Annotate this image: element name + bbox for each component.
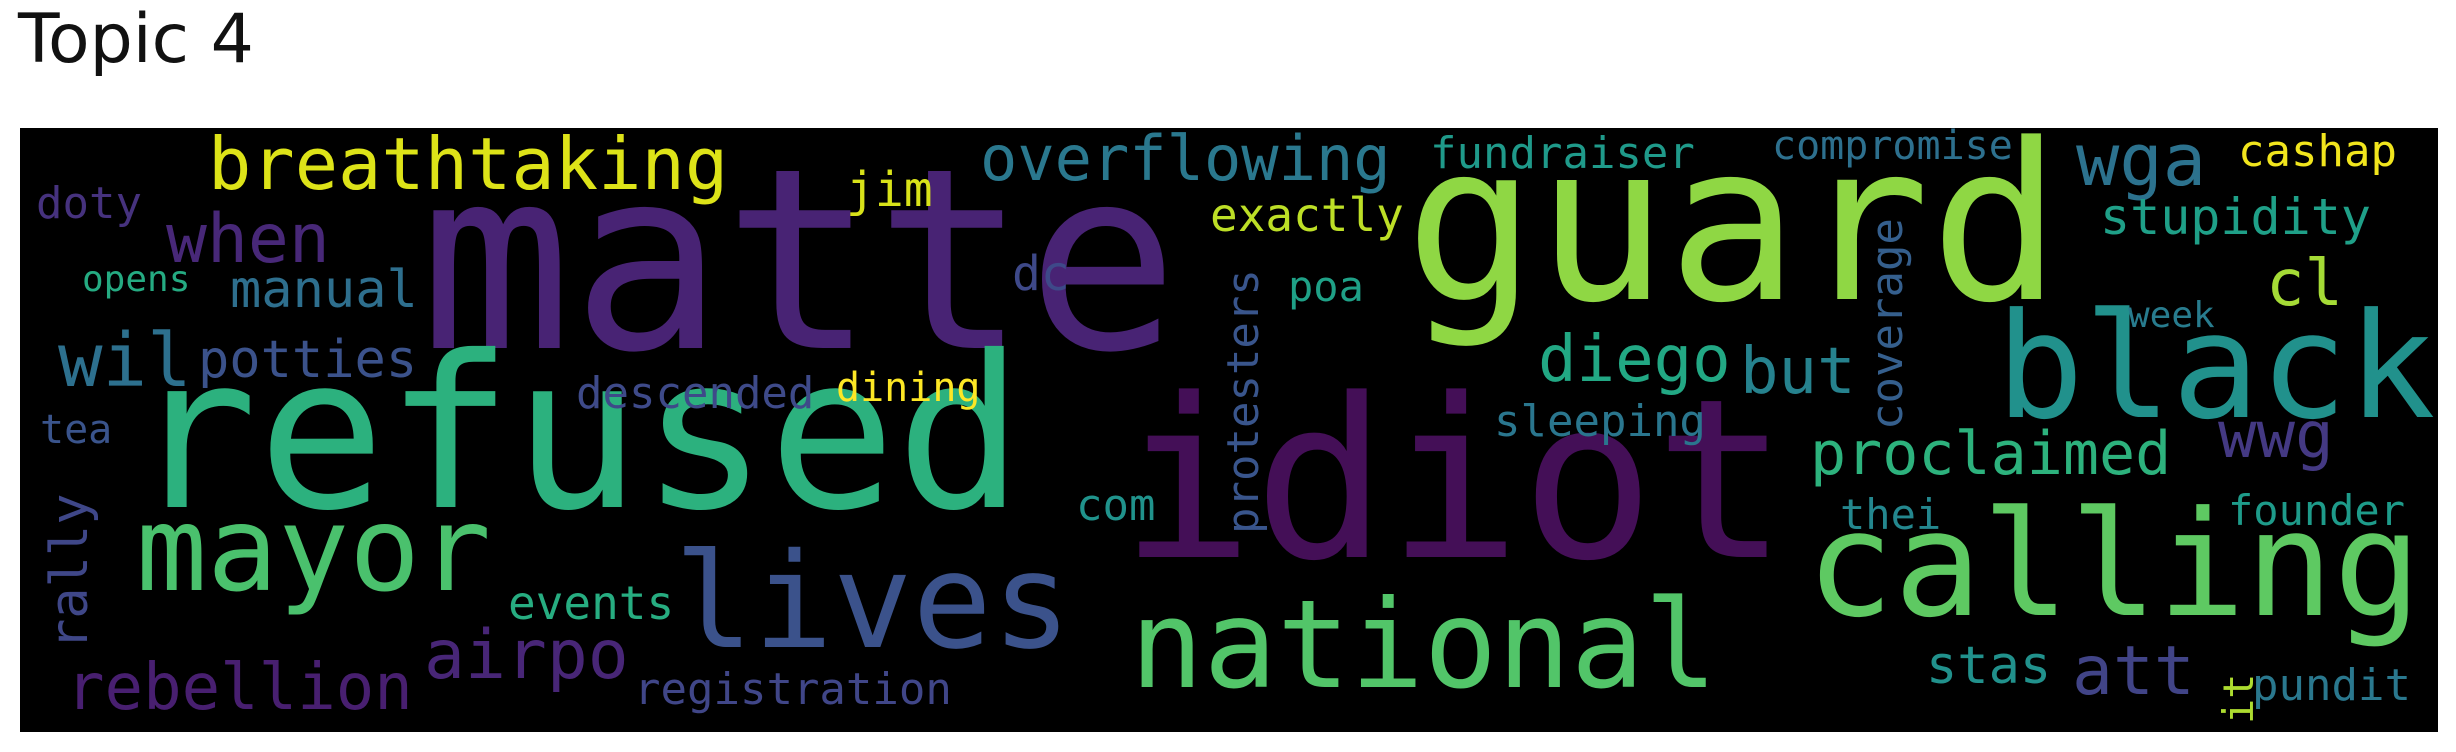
word-pundit: pundit: [2252, 660, 2411, 711]
word-idiot: idiot: [1120, 352, 1789, 610]
word-registration: registration: [634, 664, 952, 715]
word-coverage: coverage: [1862, 218, 1913, 430]
word-stupidity: stupidity: [2100, 188, 2371, 246]
word-cloud: matte guard idiot refused black calling …: [20, 128, 2438, 732]
word-matte: matte: [420, 128, 1179, 408]
word-opens: opens: [82, 259, 191, 300]
word-wwg: wwg: [2218, 399, 2334, 473]
word-week: week: [2128, 295, 2215, 336]
word-calling: calling: [1806, 480, 2422, 650]
word-compromise: compromise: [1772, 128, 2013, 169]
word-when: when: [166, 200, 330, 279]
word-breathtaking: breathtaking: [208, 128, 729, 206]
word-national: national: [1130, 574, 1718, 716]
word-jim: jim: [846, 162, 933, 218]
word-mayor: mayor: [136, 480, 492, 618]
word-stas: stas: [1926, 636, 2052, 696]
word-com: com: [1076, 480, 1156, 531]
word-lives: lives: [674, 525, 1072, 679]
word-guard: guard: [1405, 128, 2062, 351]
word-events: events: [508, 576, 675, 630]
word-rebellion: rebellion: [66, 651, 413, 725]
word-diego: diego: [1538, 323, 1731, 397]
word-doty: doty: [36, 178, 142, 229]
word-overflowing: overflowing: [980, 128, 1391, 195]
word-proclaimed: proclaimed: [1810, 419, 2172, 489]
word-descended: descended: [576, 368, 815, 419]
word-manual: manual: [230, 260, 418, 320]
word-tea: tea: [40, 407, 113, 453]
word-protesters: protesters: [1218, 269, 1269, 534]
word-black: black: [1996, 282, 2436, 452]
word-dc: dc: [1012, 246, 1070, 302]
word-airpo: airpo: [424, 616, 629, 695]
word-sleeping: sleeping: [1494, 396, 1706, 447]
word-refused: refused: [130, 310, 1024, 557]
word-att: att: [2072, 632, 2195, 711]
word-but: but: [1740, 335, 1856, 409]
word-potties: potties: [198, 330, 418, 390]
word-dining: dining: [836, 365, 981, 411]
word-wil: wil: [58, 318, 192, 404]
word-wga: wga: [2076, 128, 2207, 202]
chart-title: Topic 4: [18, 0, 254, 79]
word-founder: founder: [2228, 486, 2406, 535]
word-cashap: cashap: [2238, 128, 2397, 177]
word-cl: cl: [2266, 247, 2344, 321]
word-exactly: exactly: [1210, 188, 1404, 242]
word-fundraiser: fundraiser: [1430, 128, 1695, 179]
word-thei: thei: [1840, 490, 1942, 539]
word-rally: rally: [40, 493, 100, 650]
word-poa: poa: [1288, 262, 1364, 311]
